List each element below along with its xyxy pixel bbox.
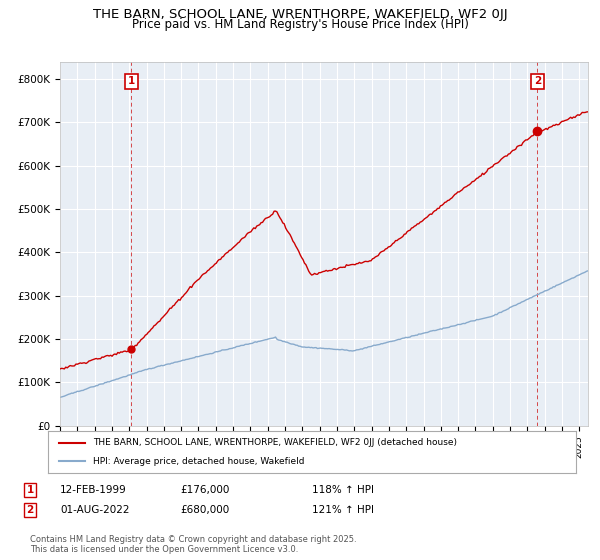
Text: 12-FEB-1999: 12-FEB-1999 — [60, 485, 127, 495]
Text: £176,000: £176,000 — [180, 485, 229, 495]
Text: 2: 2 — [26, 505, 34, 515]
Text: 2: 2 — [534, 76, 541, 86]
Text: THE BARN, SCHOOL LANE, WRENTHORPE, WAKEFIELD, WF2 0JJ (detached house): THE BARN, SCHOOL LANE, WRENTHORPE, WAKEF… — [93, 438, 457, 447]
Text: 1: 1 — [26, 485, 34, 495]
Text: Price paid vs. HM Land Registry's House Price Index (HPI): Price paid vs. HM Land Registry's House … — [131, 18, 469, 31]
Text: Contains HM Land Registry data © Crown copyright and database right 2025.
This d: Contains HM Land Registry data © Crown c… — [30, 535, 356, 554]
Text: 1: 1 — [128, 76, 135, 86]
Text: THE BARN, SCHOOL LANE, WRENTHORPE, WAKEFIELD, WF2 0JJ: THE BARN, SCHOOL LANE, WRENTHORPE, WAKEF… — [92, 8, 508, 21]
Text: HPI: Average price, detached house, Wakefield: HPI: Average price, detached house, Wake… — [93, 457, 304, 466]
Text: £680,000: £680,000 — [180, 505, 229, 515]
Text: 121% ↑ HPI: 121% ↑ HPI — [312, 505, 374, 515]
Text: 118% ↑ HPI: 118% ↑ HPI — [312, 485, 374, 495]
Text: 01-AUG-2022: 01-AUG-2022 — [60, 505, 130, 515]
